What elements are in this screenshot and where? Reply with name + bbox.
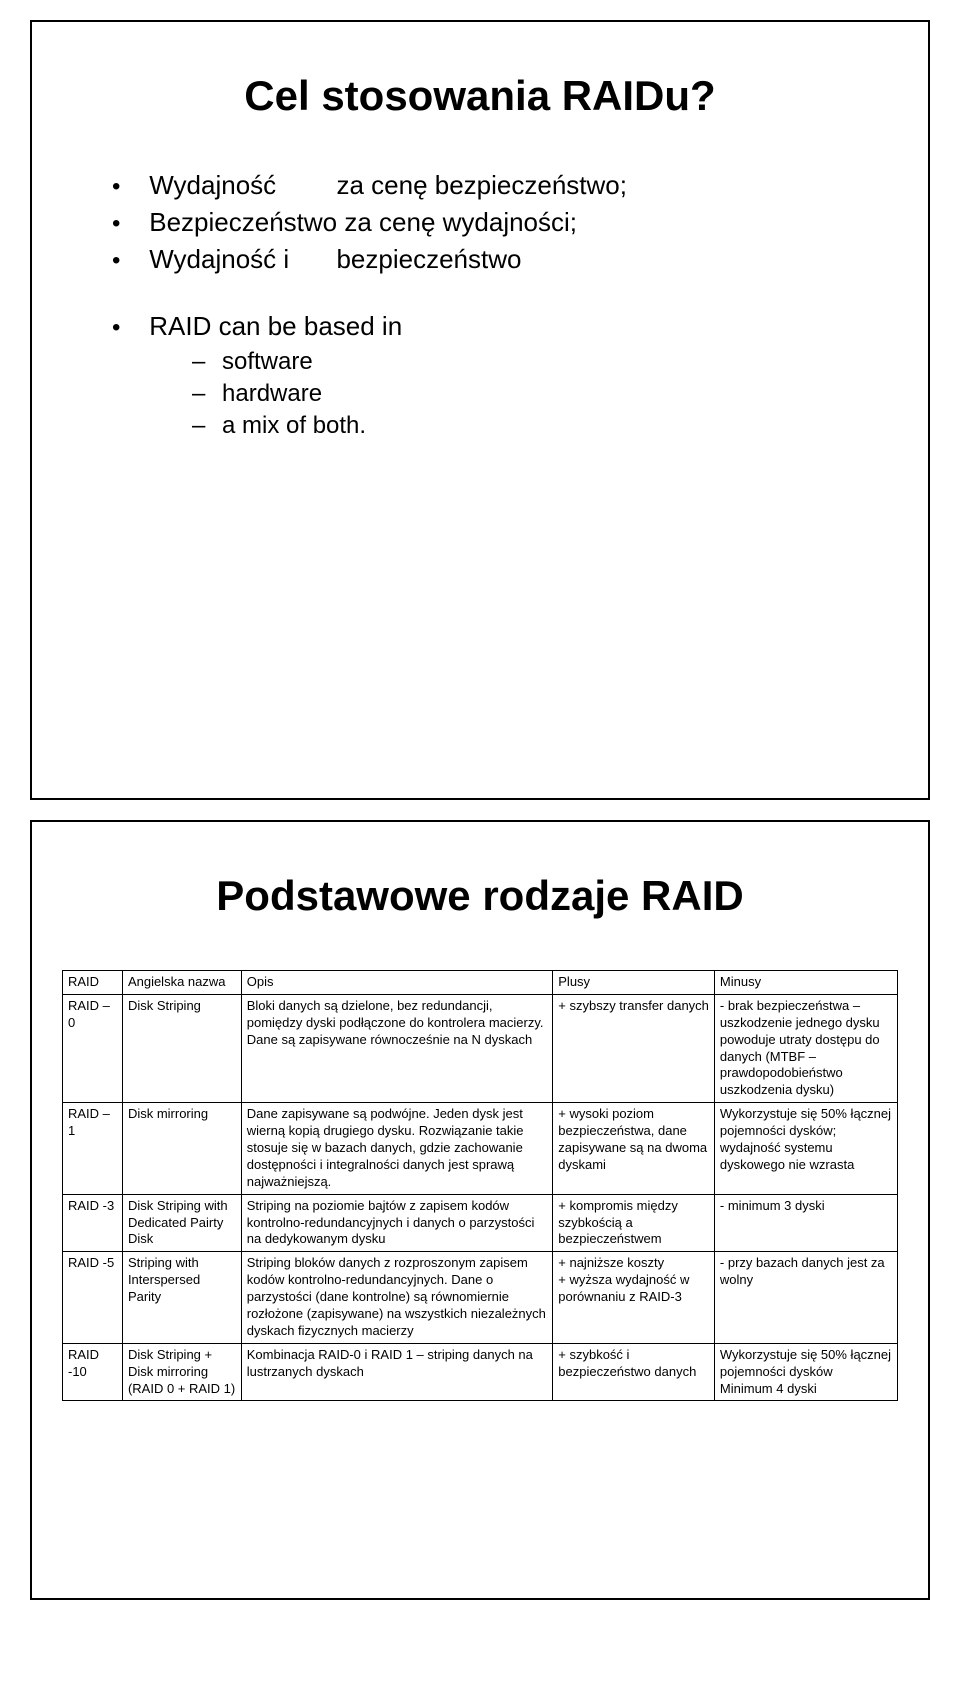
sub-item: software xyxy=(222,348,878,376)
table-cell-plus: + szybszy transfer danych xyxy=(553,994,715,1102)
slide-1-second-block: RAID can be based in xyxy=(82,311,878,342)
table-cell-name: Disk mirroring xyxy=(122,1103,241,1194)
sub-item: hardware xyxy=(222,380,878,408)
table-row: RAID -10Disk Striping + Disk mirroring (… xyxy=(63,1343,898,1401)
table-cell-desc: Dane zapisywane są podwójne. Jeden dysk … xyxy=(241,1103,553,1194)
raid-table-body: RAID – 0Disk StripingBloki danych są dzi… xyxy=(63,994,898,1401)
bullet-text: RAID can be based in xyxy=(149,311,402,341)
table-cell-plus: + najniższe koszty + wyższa wydajność w … xyxy=(553,1252,715,1343)
slide-1: Cel stosowania RAIDu? Wydajność za cenę … xyxy=(30,20,930,800)
header-cell: Angielska nazwa xyxy=(122,971,241,995)
table-cell-minus: Wykorzystuje się 50% łącznej pojemności … xyxy=(714,1103,897,1194)
table-cell-minus: Wykorzystuje się 50% łącznej pojemności … xyxy=(714,1343,897,1401)
slide-2-title: Podstawowe rodzaje RAID xyxy=(62,872,898,920)
bullet-item: Bezpieczeństwo za cenę wydajności; xyxy=(142,207,878,238)
bullet-rest: Bezpieczeństwo za cenę wydajności; xyxy=(149,207,577,237)
bullet-item: Wydajność i bezpieczeństwo xyxy=(142,244,878,275)
table-cell-minus: - brak bezpieczeństwa – uszkodzenie jedn… xyxy=(714,994,897,1102)
bullet-item: Wydajność za cenę bezpieczeństwo; xyxy=(142,170,878,201)
table-header-row: RAID Angielska nazwa Opis Plusy Minusy xyxy=(63,971,898,995)
header-cell: Minusy xyxy=(714,971,897,995)
bullet-rest: bezpieczeństwo xyxy=(336,244,521,274)
table-cell-level: RAID -10 xyxy=(63,1343,123,1401)
table-row: RAID – 1Disk mirroringDane zapisywane są… xyxy=(63,1103,898,1194)
table-cell-name: Disk Striping with Dedicated Pairty Disk xyxy=(122,1194,241,1252)
header-cell: Plusy xyxy=(553,971,715,995)
bullet-label: Wydajność i xyxy=(149,244,329,275)
table-cell-name: Disk Striping xyxy=(122,994,241,1102)
bullet-label: Wydajność xyxy=(149,170,329,201)
table-cell-plus: + wysoki poziom bezpieczeństwa, dane zap… xyxy=(553,1103,715,1194)
raid-table: RAID Angielska nazwa Opis Plusy Minusy R… xyxy=(62,970,898,1401)
table-cell-level: RAID – 0 xyxy=(63,994,123,1102)
table-cell-plus: + kompromis między szybkością a bezpiecz… xyxy=(553,1194,715,1252)
table-cell-name: Striping with Interspersed Parity xyxy=(122,1252,241,1343)
header-cell: RAID xyxy=(63,971,123,995)
slide-1-bullets: Wydajność za cenę bezpieczeństwo; Bezpie… xyxy=(82,170,878,275)
table-row: RAID – 0Disk StripingBloki danych są dzi… xyxy=(63,994,898,1102)
table-row: RAID -5Striping with Interspersed Parity… xyxy=(63,1252,898,1343)
table-cell-desc: Striping na poziomie bajtów z zapisem ko… xyxy=(241,1194,553,1252)
table-cell-desc: Bloki danych są dzielone, bez redundancj… xyxy=(241,994,553,1102)
slide-2: Podstawowe rodzaje RAID RAID Angielska n… xyxy=(30,820,930,1600)
header-cell: Opis xyxy=(241,971,553,995)
table-cell-level: RAID -5 xyxy=(63,1252,123,1343)
table-cell-level: RAID -3 xyxy=(63,1194,123,1252)
bullet-rest: za cenę bezpieczeństwo; xyxy=(336,170,627,200)
table-cell-desc: Striping bloków danych z rozproszonym za… xyxy=(241,1252,553,1343)
bullet-item: RAID can be based in xyxy=(142,311,878,342)
sub-item: a mix of both. xyxy=(222,412,878,440)
table-cell-name: Disk Striping + Disk mirroring (RAID 0 +… xyxy=(122,1343,241,1401)
table-cell-desc: Kombinacja RAID-0 i RAID 1 – striping da… xyxy=(241,1343,553,1401)
slide-1-title: Cel stosowania RAIDu? xyxy=(82,72,878,120)
table-cell-level: RAID – 1 xyxy=(63,1103,123,1194)
table-cell-minus: - przy bazach danych jest za wolny xyxy=(714,1252,897,1343)
slide-1-sublist: software hardware a mix of both. xyxy=(82,348,878,440)
table-row: RAID -3Disk Striping with Dedicated Pair… xyxy=(63,1194,898,1252)
table-cell-plus: + szybkość i bezpieczeństwo danych xyxy=(553,1343,715,1401)
table-cell-minus: - minimum 3 dyski xyxy=(714,1194,897,1252)
